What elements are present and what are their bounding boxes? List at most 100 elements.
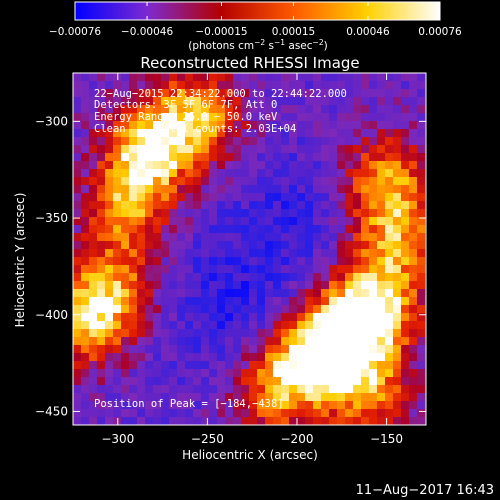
heatmap-cell [201,105,209,113]
heatmap-cell [161,73,169,81]
heatmap-cell [161,345,169,353]
heatmap-cell [209,313,217,321]
heatmap-cell [417,169,425,177]
heatmap-cell [113,201,121,209]
heatmap-cell [217,265,225,273]
heatmap-cell [137,89,145,97]
heatmap-cell [289,121,297,129]
heatmap-cell [225,73,233,81]
heatmap-cell [281,233,289,241]
heatmap-cell [273,337,281,345]
heatmap-cell [137,377,145,385]
heatmap-cell [137,209,145,217]
heatmap-cell [137,393,145,401]
heatmap-cell [409,337,417,345]
heatmap-cell [73,297,81,305]
heatmap-cell [145,313,153,321]
heatmap-cell [417,73,425,81]
heatmap-cell [305,233,313,241]
heatmap-cell [105,353,113,361]
heatmap-cell [193,249,201,257]
heatmap-cell [329,401,337,409]
heatmap-cell [177,161,185,169]
heatmap-cell [97,193,105,201]
heatmap-cell [401,145,409,153]
heatmap-cell [233,153,241,161]
heatmap-cell [81,281,89,289]
heatmap-cell [161,329,169,337]
heatmap-cell [257,185,265,193]
heatmap-cell [97,281,105,289]
heatmap-cell [177,377,185,385]
heatmap-cell [393,369,401,377]
heatmap-cell [113,177,121,185]
heatmap-cell [209,193,217,201]
heatmap-cell [377,249,385,257]
heatmap-cell [313,257,321,265]
heatmap-cell [169,369,177,377]
heatmap-cell [369,73,377,81]
heatmap-cell [257,105,265,113]
heatmap-cell [113,81,121,89]
heatmap-cell [97,409,105,417]
heatmap-cell [321,201,329,209]
heatmap-cell [161,409,169,417]
heatmap-cell [161,281,169,289]
heatmap-cell [257,177,265,185]
heatmap-cell [169,177,177,185]
heatmap-cell [89,289,97,297]
heatmap-cell [393,257,401,265]
heatmap-cell [393,393,401,401]
heatmap-cell [273,105,281,113]
heatmap-cell [145,321,153,329]
heatmap-cell [177,73,185,81]
heatmap-cell [97,129,105,137]
heatmap-cell [185,361,193,369]
heatmap-cell [145,417,153,425]
heatmap-cell [361,185,369,193]
heatmap-cell [113,209,121,217]
heatmap-cell [409,121,417,129]
heatmap-cell [145,241,153,249]
heatmap-cell [257,313,265,321]
heatmap-cell [177,385,185,393]
heatmap-cell [137,353,145,361]
heatmap-cell [337,169,345,177]
heatmap-cell [153,281,161,289]
heatmap-cell [361,225,369,233]
heatmap-cell [81,393,89,401]
heatmap-cell [281,305,289,313]
heatmap-cell [377,417,385,425]
heatmap-cell [201,233,209,241]
heatmap-cell [249,193,257,201]
heatmap-cell [257,225,265,233]
heatmap-cell [105,297,113,305]
heatmap-cell [249,377,257,385]
heatmap-cell [121,345,129,353]
heatmap-cell [209,185,217,193]
heatmap-cell [273,273,281,281]
heatmap-cell [233,193,241,201]
heatmap-cell [169,281,177,289]
heatmap-cell [353,89,361,97]
heatmap-cell [281,273,289,281]
heatmap-cell [265,201,273,209]
heatmap-cell [257,249,265,257]
heatmap-cell [145,249,153,257]
heatmap-cell [161,377,169,385]
heatmap-cell [129,417,137,425]
heatmap-cell [81,185,89,193]
heatmap-cell [145,361,153,369]
heatmap-cell [129,273,137,281]
heatmap-cell [393,361,401,369]
heatmap-cell [273,97,281,105]
heatmap-cell [297,177,305,185]
heatmap-cell [401,313,409,321]
heatmap-cell [161,337,169,345]
heatmap-cell [177,193,185,201]
heatmap-cell [185,185,193,193]
heatmap-cell [305,289,313,297]
heatmap-cell [209,201,217,209]
heatmap-cell [225,193,233,201]
heatmap-cell [289,417,297,425]
